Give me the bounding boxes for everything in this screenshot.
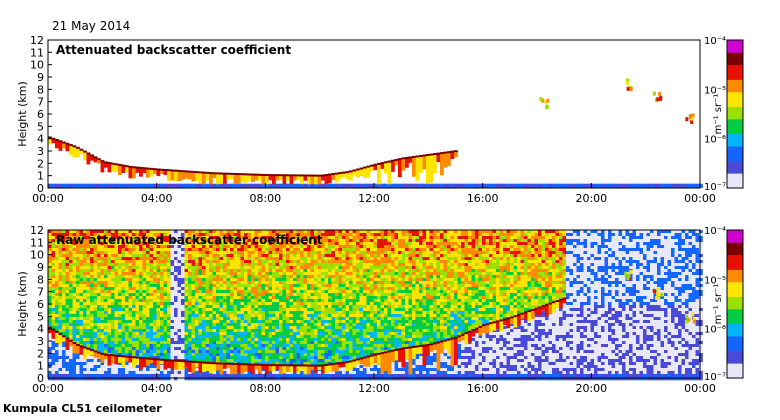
colorbar-unit-label: m⁻¹ sr⁻¹	[713, 94, 724, 135]
x-tick-label: 00:00	[32, 192, 64, 205]
y-axis-label: Height (km)	[16, 271, 29, 337]
y-tick-label: 4	[37, 133, 44, 146]
x-tick-label: 20:00	[575, 382, 607, 395]
y-tick-label: 1	[37, 360, 44, 373]
y-tick-label: 5	[37, 310, 44, 323]
plot-background	[48, 40, 700, 188]
colorbar-unit-label: m⁻¹ sr⁻¹	[713, 284, 724, 325]
y-tick-label: 6	[37, 108, 44, 121]
y-tick-label: 2	[37, 157, 44, 170]
y-tick-label: 10	[30, 59, 44, 72]
colorbar-tick-label: 10⁻⁶	[704, 325, 726, 336]
x-tick-label: 08:00	[249, 382, 281, 395]
colorbar-frame	[726, 229, 744, 379]
x-tick-label: 00:00	[684, 192, 716, 205]
backscatter-field	[48, 230, 703, 381]
y-tick-label: 11	[30, 46, 44, 59]
y-tick-label: 9	[37, 71, 44, 84]
y-tick-label: 4	[37, 323, 44, 336]
y-tick-label: 0	[37, 372, 44, 385]
x-tick-label: 20:00	[575, 192, 607, 205]
backscatter-field	[48, 78, 703, 188]
backscatter-panel: Attenuated backscatter coefficient012345…	[16, 34, 744, 210]
x-tick-label: 12:00	[358, 382, 390, 395]
y-tick-label: 5	[37, 120, 44, 133]
x-tick-label: 08:00	[249, 192, 281, 205]
colorbar-tick-label: 10⁻⁵	[704, 275, 726, 286]
y-tick-label: 2	[37, 347, 44, 360]
y-tick-label: 1	[37, 170, 44, 183]
y-tick-label: 9	[37, 261, 44, 274]
y-tick-label: 6	[37, 298, 44, 311]
x-tick-label: 00:00	[684, 382, 716, 395]
y-tick-label: 0	[37, 182, 44, 195]
x-tick-label: 12:00	[358, 192, 390, 205]
instrument-label: Kumpula CL51 ceilometer	[3, 402, 162, 415]
colorbar-tick-label: 10⁻⁷	[704, 372, 726, 383]
x-axis-label: Time (UTC)	[343, 209, 405, 210]
x-tick-label: 16:00	[467, 382, 499, 395]
y-tick-label: 8	[37, 273, 44, 286]
y-tick-label: 3	[37, 145, 44, 158]
panel-title: Attenuated backscatter coefficient	[56, 43, 291, 57]
x-tick-label: 16:00	[467, 192, 499, 205]
colorbar-frame	[726, 39, 744, 189]
x-tick-label: 04:00	[141, 382, 173, 395]
y-tick-label: 7	[37, 96, 44, 109]
y-tick-label: 7	[37, 286, 44, 299]
y-tick-label: 11	[30, 236, 44, 249]
y-tick-label: 12	[30, 224, 44, 237]
colorbar-tick-label: 10⁻⁴	[704, 226, 726, 237]
x-axis-label: Time (UTC)	[343, 399, 405, 400]
colorbar-tick-label: 10⁻⁶	[704, 135, 726, 146]
y-tick-label: 10	[30, 249, 44, 262]
y-axis-label: Height (km)	[16, 81, 29, 147]
colorbar-tick-label: 10⁻⁷	[704, 182, 726, 193]
colorbar: 10⁻⁴ 10⁻⁵ 10⁻⁶ 10⁻⁷ m⁻¹ sr⁻¹	[704, 36, 744, 193]
colorbar: 10⁻⁴ 10⁻⁵ 10⁻⁶ 10⁻⁷ m⁻¹ sr⁻¹	[704, 226, 744, 383]
raw-backscatter-panel: Raw attenuated backscatter coefficient01…	[16, 224, 744, 400]
date-label: 21 May 2014	[52, 19, 131, 33]
y-tick-label: 3	[37, 335, 44, 348]
x-tick-label: 04:00	[141, 192, 173, 205]
panel-title: Raw attenuated backscatter coefficient	[56, 233, 323, 247]
y-tick-label: 8	[37, 83, 44, 96]
colorbar-tick-label: 10⁻⁵	[704, 85, 726, 96]
x-tick-label: 00:00	[32, 382, 64, 395]
colorbar-tick-label: 10⁻⁴	[704, 36, 726, 47]
y-tick-label: 12	[30, 34, 44, 47]
